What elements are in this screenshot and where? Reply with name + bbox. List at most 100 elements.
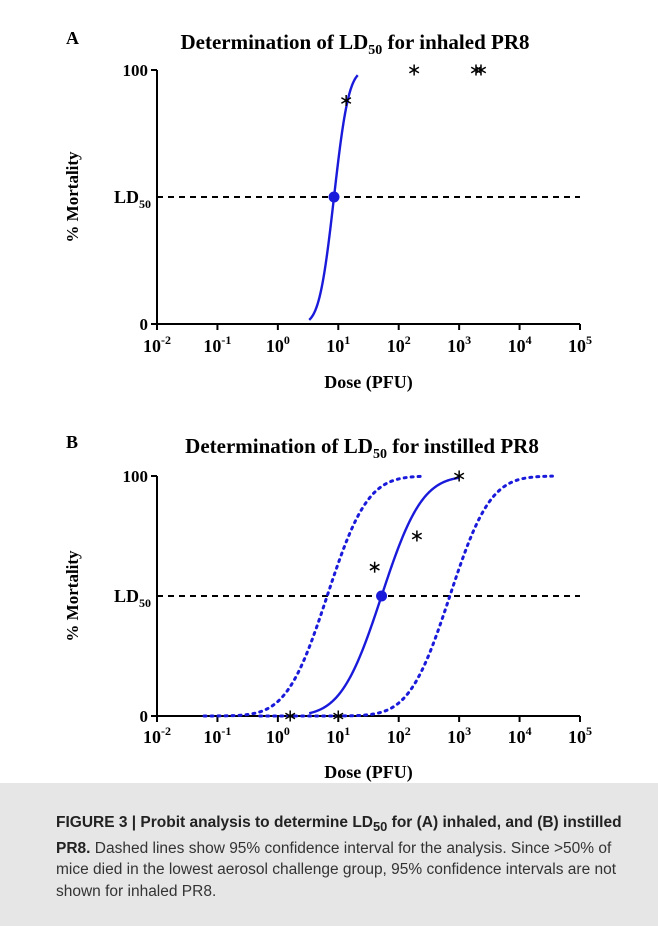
panel-a-x-tick-label: 102 [387,333,411,356]
panel-b-title-subscript: 50 [373,447,387,462]
panel-b-x-tick-label: 105 [568,724,592,747]
panel-b-chart: B Determination of LD50 for instilled PR8… [63,432,592,783]
panel-b-probit-curve [308,476,460,715]
panel-b-x-tick-label: 102 [387,724,411,747]
panel-a-x-tick-base: 10 [568,336,586,356]
panel-b-y-tick-label: 100 [123,467,149,486]
panel-a-x-tick-exponent: 4 [526,333,532,347]
panel-a-x-tick-base: 10 [203,336,221,356]
panel-a-x-tick-base: 10 [447,336,465,356]
panel-b-observed-point [454,470,465,482]
panel-b-x-tick-label: 104 [508,724,532,747]
panel-a-x-tick-label: 104 [508,333,532,356]
panel-a-x-tick-exponent: -1 [221,333,231,347]
panel-b-ci-curve [202,474,425,718]
panel-b-label: B [66,432,78,452]
panel-a-ld50-label-subscript: 50 [139,197,151,211]
panel-b-ld50-label: LD50 [114,586,151,610]
panel-b-ci-curve [258,474,554,718]
panel-a-x-tick-label: 10-2 [143,333,171,356]
figure-caption: FIGURE 3 | Probit analysis to determine … [56,812,641,902]
panel-b-x-tick-base: 10 [266,727,284,747]
panel-b-title: Determination of LD50 for instilled PR8 [185,434,539,462]
panel-b-title-rest: for instilled PR8 [387,434,539,458]
panel-b-y-axis-label: % Mortality [63,550,82,642]
panel-a-observed-point [341,94,352,106]
panel-a-title-subscript: 50 [368,43,382,58]
panel-b-x-tick-exponent: 1 [344,724,350,738]
panel-b-x-tick-exponent: -1 [221,724,231,738]
panel-a-title-rest: for inhaled PR8 [382,30,529,54]
panel-a-y-axis-label: % Mortality [63,151,82,243]
panel-a-chart: A Determination of LD50 for inhaled PR8% … [63,28,592,393]
caption-lead-pre: FIGURE 3 | Probit analysis to determine … [56,814,373,831]
caption-lead-post: for (A) inhaled, and (B) instilled PR8. [56,814,622,857]
panel-a-observed-point-stroke [409,66,420,74]
panel-a-ld50-label: LD50 [114,187,151,211]
panel-b-x-tick-base: 10 [387,727,405,747]
panel-a-x-tick-exponent: 0 [284,333,290,347]
panel-b-observed-point [333,710,344,722]
panel-b-x-axis-label: Dose (PFU) [324,762,412,783]
panel-a-x-tick-label: 10-1 [203,333,231,356]
panel-a-x-tick-label: 105 [568,333,592,356]
panel-b-x-tick-label: 103 [447,724,471,747]
panel-a-x-tick-exponent: 5 [586,333,592,347]
panel-b-x-tick-label: 10-1 [203,724,231,747]
panel-b-x-tick-exponent: -2 [161,724,171,738]
panel-b-x-tick-exponent: 0 [284,724,290,738]
panel-a-x-tick-exponent: 2 [405,333,411,347]
panel-b-observed-point [285,710,296,722]
panel-a-x-tick-label: 100 [266,333,290,356]
panel-a-x-tick-exponent: 1 [344,333,350,347]
panel-a-x-tick-base: 10 [387,336,405,356]
panel-a-x-tick-base: 10 [143,336,161,356]
panel-b-ld50-point [376,590,388,602]
panel-a-x-tick-base: 10 [508,336,526,356]
panel-b-x-tick-label: 100 [266,724,290,747]
panel-a-observed-point [470,64,482,76]
panel-b-title-main: Determination of LD [185,434,373,458]
panel-a-observed-point [475,64,487,76]
panel-b-ld50-label-main: LD [114,586,139,606]
panel-a-x-tick-label: 103 [447,333,471,356]
panel-b-ld50-label-subscript: 50 [139,596,151,610]
panel-a-title: Determination of LD50 for inhaled PR8 [180,30,529,58]
panel-b-x-tick-base: 10 [568,727,586,747]
panel-b-y-tick-label: 0 [140,707,149,726]
panel-a-x-tick-exponent: 3 [465,333,471,347]
panel-a-ld50-label-main: LD [114,187,139,207]
panel-b-observed-point [411,530,423,542]
panel-b-x-tick-exponent: 4 [526,724,532,738]
panel-a-label: A [66,28,79,48]
caption-lead: FIGURE 3 | Probit analysis to determine … [56,814,622,857]
caption-background [0,783,658,926]
panel-a-ld50-point [328,191,340,203]
caption-body: Dashed lines show 95% confidence interva… [56,839,617,900]
caption-lead-sub: 50 [373,819,388,835]
panel-a-x-tick-base: 10 [266,336,284,356]
panel-b-x-tick-exponent: 2 [405,724,411,738]
panel-b-observed-point-stroke [285,712,296,720]
panel-b-observed-point-stroke [411,532,423,540]
panel-a-title-main: Determination of LD [180,30,368,54]
panel-a-observed-point-stroke [341,97,352,104]
panel-a-observed-point-stroke [475,66,487,74]
panel-a-x-tick-base: 10 [326,336,344,356]
panel-b-observed-point [369,561,380,573]
panel-b-observed-point-stroke [369,563,380,571]
panel-b-observed-point-stroke [454,472,465,480]
panel-a-x-axis-label: Dose (PFU) [324,372,412,393]
panel-b-x-tick-base: 10 [508,727,526,747]
panel-a-x-tick-label: 101 [326,333,350,356]
panel-b-x-tick-base: 10 [326,727,344,747]
panel-b-x-tick-label: 10-2 [143,724,171,747]
panel-b-x-tick-exponent: 5 [586,724,592,738]
panel-b-x-tick-base: 10 [143,727,161,747]
panel-a-observed-point [409,64,420,76]
panel-b-x-tick-exponent: 3 [465,724,471,738]
panel-b-observed-point-stroke [333,712,344,720]
panel-a-y-tick-label: 100 [123,61,149,80]
panel-b-x-tick-base: 10 [447,727,465,747]
